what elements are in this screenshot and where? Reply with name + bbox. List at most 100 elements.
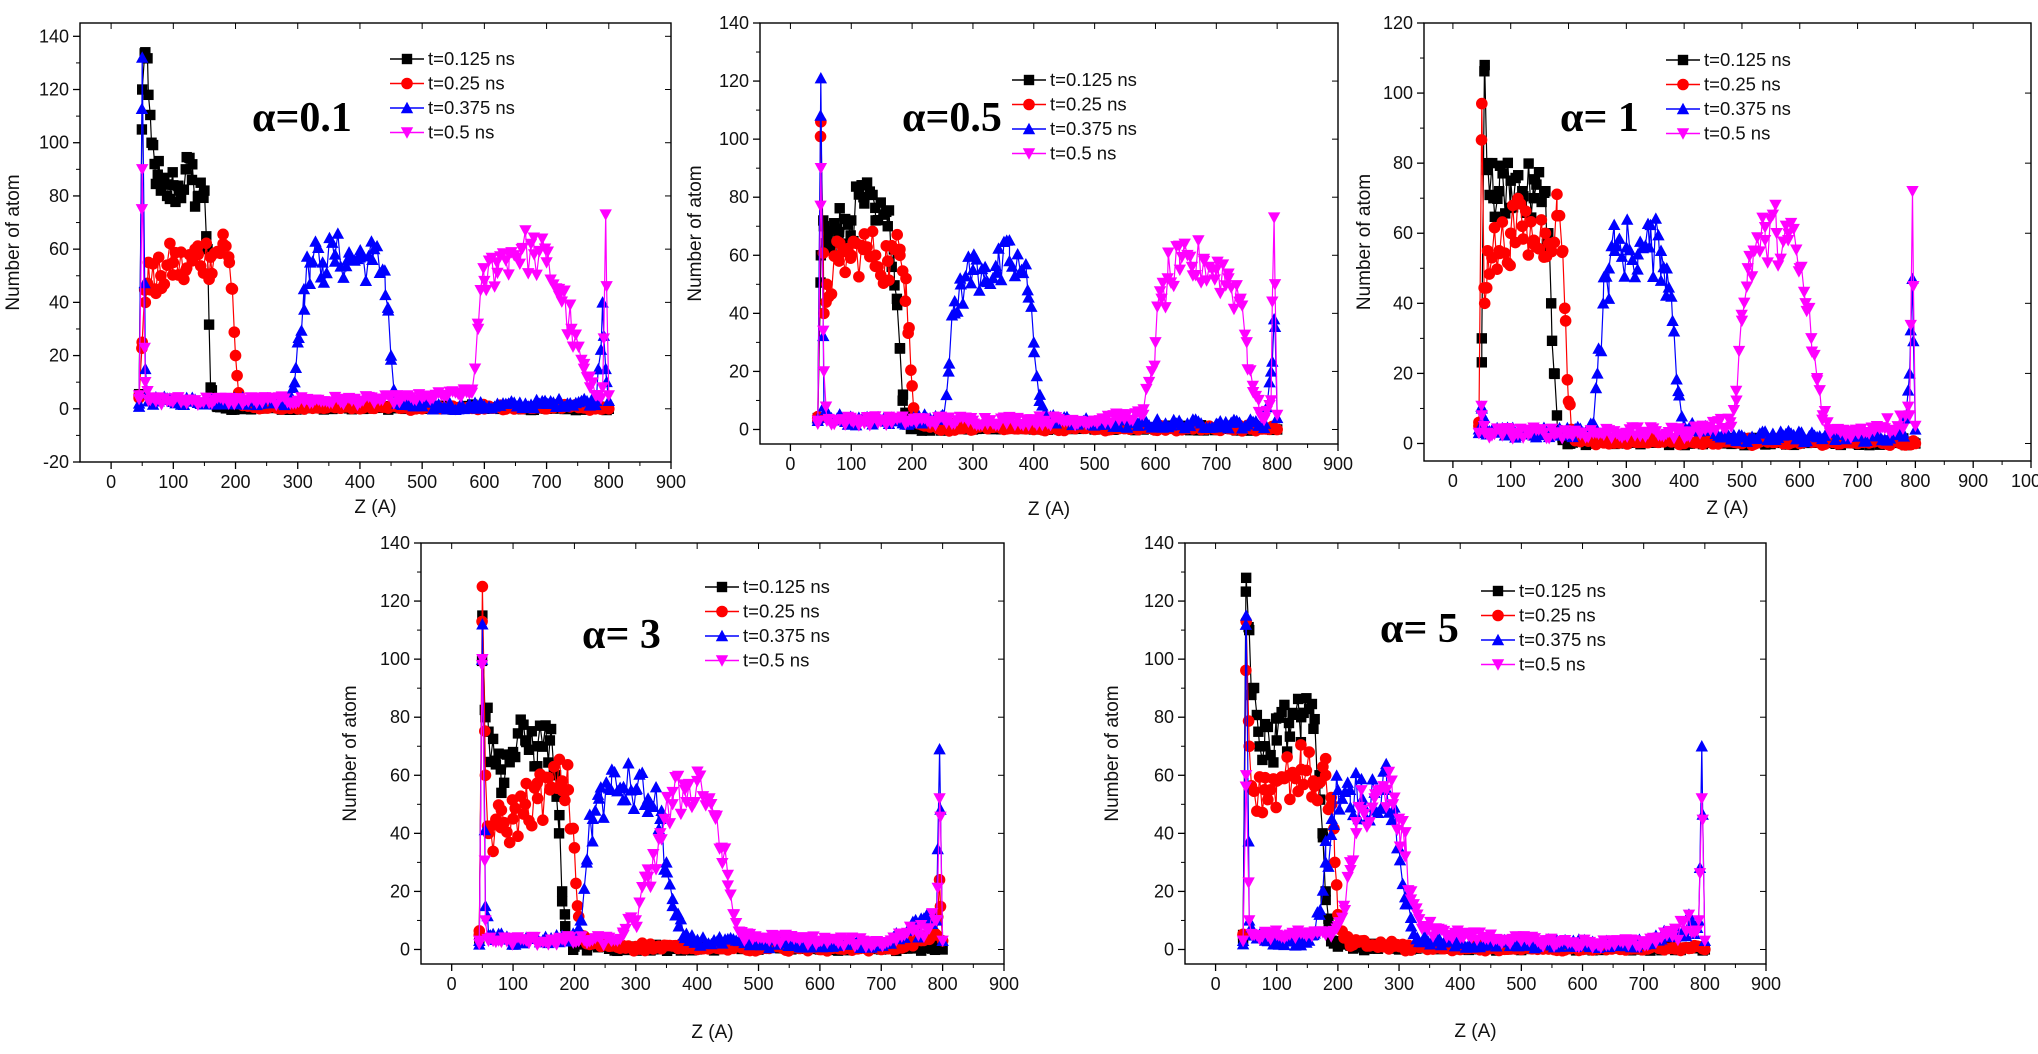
x-tick-label: 200 xyxy=(1323,974,1353,994)
legend-label: t=0.25 ns xyxy=(1519,605,1596,626)
data-point xyxy=(586,835,599,847)
data-point xyxy=(649,864,663,876)
data-point xyxy=(1643,241,1656,253)
data-point xyxy=(818,307,830,320)
data-point xyxy=(186,174,198,186)
data-point xyxy=(518,719,529,730)
data-point xyxy=(597,333,611,345)
data-point xyxy=(1230,280,1243,292)
data-point xyxy=(1881,413,1894,425)
data-point xyxy=(599,362,612,375)
data-point xyxy=(370,239,384,252)
data-point xyxy=(1313,903,1327,916)
data-point xyxy=(1283,717,1295,729)
data-point xyxy=(1333,803,1346,815)
legend-label: t=0.5 ns xyxy=(1519,654,1585,675)
data-point xyxy=(512,830,524,843)
data-point xyxy=(671,770,685,783)
x-tick-label: 100 xyxy=(1262,974,1292,994)
data-point xyxy=(1489,211,1501,222)
data-point xyxy=(158,278,171,290)
data-point xyxy=(867,189,878,201)
x-tick-label: 300 xyxy=(283,472,313,492)
x-tick-label: 900 xyxy=(656,472,686,492)
data-point xyxy=(1349,816,1363,829)
data-point xyxy=(1246,689,1257,701)
data-point xyxy=(655,834,668,846)
data-point xyxy=(1251,709,1263,721)
data-point xyxy=(1284,731,1296,742)
data-point xyxy=(1709,425,1722,437)
legend: t=0.125 ns t=0.25 ns t=0.375 ns t=0.5 ns xyxy=(1666,49,1791,144)
data-point xyxy=(1631,248,1645,260)
data-point xyxy=(859,198,870,209)
data-point xyxy=(475,659,489,672)
data-point xyxy=(476,580,489,593)
data-point xyxy=(905,364,917,376)
data-point xyxy=(1753,246,1767,258)
data-point xyxy=(1735,315,1749,328)
data-point xyxy=(228,326,241,338)
series-line xyxy=(1478,103,1916,446)
data-point xyxy=(1499,247,1511,259)
data-point xyxy=(814,109,827,121)
data-point xyxy=(331,227,345,239)
x-tick-label: 400 xyxy=(1019,454,1049,474)
data-point xyxy=(1504,227,1517,240)
data-point xyxy=(811,415,824,427)
data-point xyxy=(1240,572,1252,584)
data-point xyxy=(821,235,833,246)
data-point xyxy=(140,47,151,58)
data-point xyxy=(1151,413,1164,425)
legend-marker xyxy=(1023,98,1035,111)
data-point xyxy=(328,255,342,267)
data-point xyxy=(198,192,209,204)
legend-label: t=0.25 ns xyxy=(743,601,820,622)
x-tick-label: 300 xyxy=(1384,974,1414,994)
data-point xyxy=(1553,209,1566,222)
data-point xyxy=(636,766,649,778)
data-point xyxy=(1271,423,1283,436)
data-point xyxy=(1151,301,1164,313)
y-tick-label: 100 xyxy=(1144,649,1174,669)
data-point xyxy=(1278,938,1291,951)
data-point xyxy=(1699,943,1711,956)
data-point xyxy=(931,882,944,895)
data-point xyxy=(1790,244,1803,256)
data-point xyxy=(984,277,997,290)
data-point xyxy=(1497,168,1508,179)
data-point xyxy=(1142,376,1156,389)
data-point xyxy=(589,804,602,816)
data-point xyxy=(1248,682,1260,694)
data-point xyxy=(1382,766,1396,779)
data-point xyxy=(1393,841,1407,853)
data-point xyxy=(1021,283,1034,296)
data-point xyxy=(1649,212,1663,224)
data-point xyxy=(641,871,655,884)
data-point xyxy=(1267,212,1281,224)
legend-marker xyxy=(1492,585,1504,597)
x-tick-label: 400 xyxy=(1669,471,1699,491)
data-point xyxy=(1246,380,1260,393)
data-point xyxy=(1243,915,1256,927)
data-point xyxy=(833,255,845,267)
data-point xyxy=(592,792,606,804)
data-point xyxy=(1561,374,1574,386)
data-point xyxy=(1758,425,1772,437)
data-point xyxy=(666,899,679,912)
data-point xyxy=(1341,871,1354,884)
data-point xyxy=(1153,286,1167,298)
data-point xyxy=(382,304,395,316)
data-point xyxy=(509,802,522,815)
x-tick-label: 500 xyxy=(1727,471,1757,491)
data-point xyxy=(289,361,303,374)
data-point xyxy=(1487,157,1498,169)
data-point xyxy=(1276,706,1287,718)
data-point xyxy=(206,385,218,396)
data-point xyxy=(1551,410,1563,421)
data-point xyxy=(644,881,657,894)
legend: t=0.125 ns t=0.25 ns t=0.375 ns t=0.5 ns xyxy=(390,48,515,143)
y-tick-label: 120 xyxy=(1144,591,1174,611)
data-point xyxy=(1331,783,1345,795)
